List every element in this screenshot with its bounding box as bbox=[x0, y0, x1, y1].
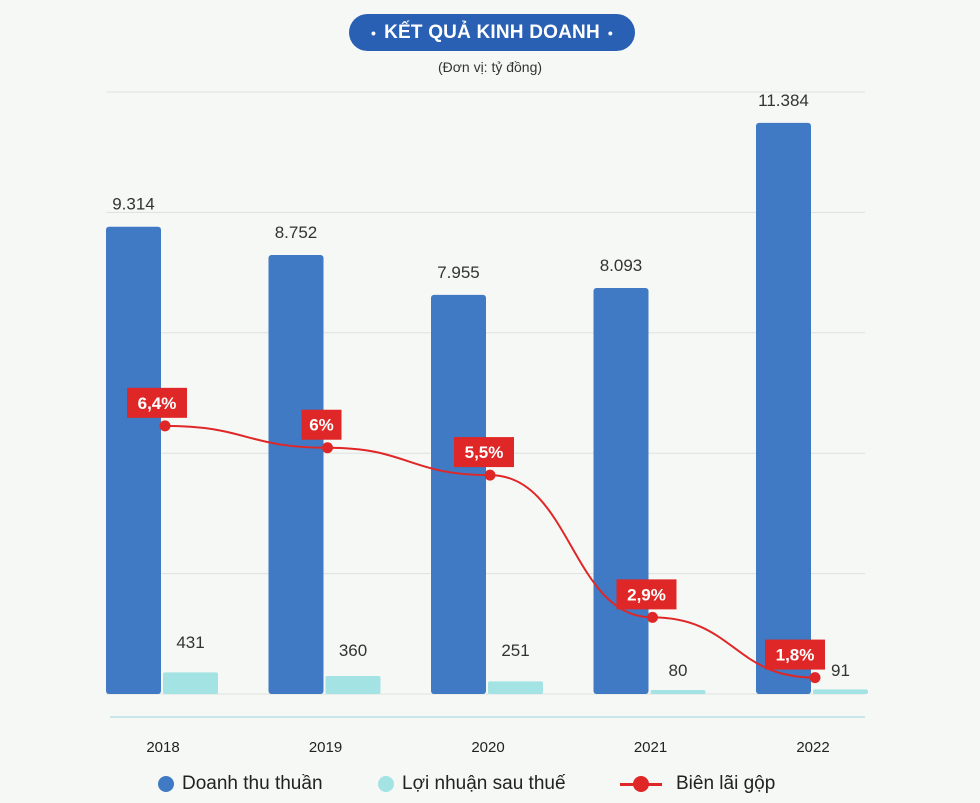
revenue-bar bbox=[106, 226, 161, 694]
x-tick-label: 2018 bbox=[146, 739, 179, 756]
margin-point bbox=[322, 442, 333, 454]
margin-value-label: 6,4% bbox=[138, 394, 177, 413]
revenue-value-label: 9.314 bbox=[112, 195, 155, 214]
revenue-bar bbox=[593, 288, 649, 694]
profit-bar bbox=[650, 689, 706, 694]
profit-bar bbox=[163, 672, 218, 694]
legend-margin-marker bbox=[620, 776, 662, 792]
revenue-bar bbox=[756, 122, 811, 695]
legend-item-profit: Lợi nhuận sau thuế bbox=[378, 773, 566, 795]
margin-point bbox=[647, 611, 658, 623]
profit-value-label: 251 bbox=[501, 641, 529, 660]
profit-bar bbox=[813, 689, 868, 694]
unit-subtitle: (Đơn vị: tỷ đồng) bbox=[437, 59, 543, 75]
legend-revenue-label: Doanh thu thuần bbox=[182, 773, 323, 794]
legend-profit-label: Lợi nhuận sau thuế bbox=[402, 773, 566, 794]
margin-label-box bbox=[616, 579, 677, 610]
legend-margin-label: Biên lãi gộp bbox=[676, 773, 776, 794]
margin-value-label: 6% bbox=[309, 416, 334, 435]
margin-point bbox=[159, 420, 171, 432]
title-bullet-left: • bbox=[371, 24, 377, 41]
chart-title: KẾT QUẢ KINH DOANH bbox=[384, 21, 600, 43]
chart-title-pill: • KẾT QUẢ KINH DOANH • bbox=[349, 14, 635, 51]
legend-item-revenue: Doanh thu thuần bbox=[158, 773, 323, 795]
revenue-value-label: 8.093 bbox=[600, 256, 643, 275]
profit-value-label: 431 bbox=[176, 633, 204, 652]
margin-label-box bbox=[301, 409, 342, 440]
margin-point bbox=[809, 672, 821, 684]
revenue-value-label: 11.384 bbox=[758, 91, 809, 110]
margin-point bbox=[484, 469, 496, 481]
x-tick-label: 2022 bbox=[796, 739, 829, 756]
margin-label-box bbox=[127, 387, 187, 418]
legend-profit-marker bbox=[378, 776, 394, 792]
margin-label-box bbox=[765, 639, 825, 670]
revenue-bar bbox=[268, 254, 324, 694]
x-tick-label: 2021 bbox=[634, 739, 667, 756]
chart-canvas: 9.314 431 2018 8.752 360 2019 7.955 251 2020 8.09… bbox=[106, 91, 868, 756]
margin-value-label: 2,9% bbox=[627, 585, 666, 604]
profit-value-label: 360 bbox=[339, 641, 367, 660]
profit-value-label: 91 bbox=[831, 661, 850, 680]
x-tick-label: 2019 bbox=[309, 739, 342, 756]
x-tick-label: 2020 bbox=[471, 739, 504, 756]
profit-bar bbox=[488, 681, 543, 694]
profit-bar bbox=[325, 675, 381, 694]
legend-item-margin: Biên lãi gộp bbox=[620, 773, 775, 795]
margin-line bbox=[164, 424, 816, 679]
margin-value-label: 1,8% bbox=[776, 646, 815, 665]
legend-revenue-marker bbox=[158, 776, 174, 792]
revenue-bar bbox=[431, 294, 486, 694]
title-bullet-right: • bbox=[607, 24, 613, 41]
revenue-value-label: 8.752 bbox=[275, 223, 318, 242]
margin-value-label: 5,5% bbox=[465, 443, 504, 462]
margin-label-box bbox=[454, 437, 514, 468]
profit-value-label: 80 bbox=[669, 661, 688, 680]
revenue-value-label: 7.955 bbox=[437, 263, 480, 282]
legend: Doanh thu thuần Lợi nhuận sau thuế Biên … bbox=[0, 770, 980, 800]
